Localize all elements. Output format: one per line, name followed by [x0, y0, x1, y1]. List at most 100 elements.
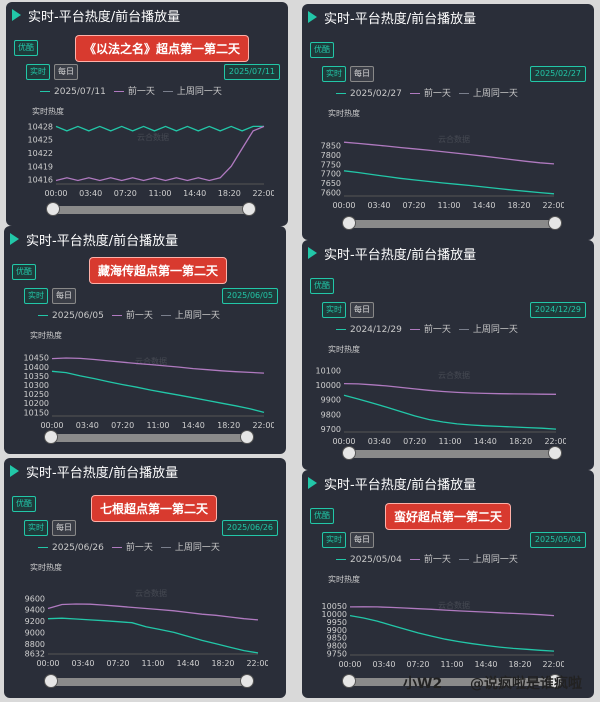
x-tick-label: 22:00: [544, 437, 566, 446]
y-tick-label: 7800: [321, 151, 341, 160]
scrollbar-right-handle[interactable]: [548, 446, 562, 460]
time-range-scrollbar[interactable]: [44, 430, 254, 444]
legend-current-label: 2025/02/27: [350, 89, 402, 99]
x-tick-label: 11:00: [438, 437, 461, 446]
legend-lastweek-swatch: [160, 315, 171, 316]
date-picker[interactable]: 2025/02/27: [529, 66, 586, 82]
time-range-scrollbar[interactable]: [342, 446, 562, 460]
legend-prev-label: 前一天: [423, 325, 451, 335]
date-picker[interactable]: 2025/07/11: [223, 64, 280, 80]
y-tick-label: 9400: [25, 606, 45, 615]
y-tick-label: 9900: [321, 396, 341, 405]
daily-tab[interactable]: 每日: [52, 520, 76, 536]
x-tick-label: 14:40: [182, 421, 205, 430]
daily-tab[interactable]: 每日: [350, 302, 374, 318]
scrollbar-right-handle[interactable]: [240, 674, 254, 688]
y-tick-label: 10450: [24, 354, 49, 363]
daily-tab[interactable]: 每日: [350, 532, 374, 548]
watermark-text: 云合数据: [438, 371, 470, 380]
x-tick-label: 18:20: [218, 189, 241, 198]
daily-tab[interactable]: 每日: [350, 66, 374, 82]
series-current-line: [55, 125, 264, 132]
legend-current-label: 2025/07/11: [54, 87, 106, 97]
legend-prev-swatch: [409, 329, 420, 330]
series-prev-line: [47, 603, 259, 621]
daily-tab[interactable]: 每日: [54, 64, 78, 80]
realtime-tab[interactable]: 实时: [24, 288, 48, 304]
panel-title: 实时-平台热度/前台播放量: [26, 466, 179, 481]
x-tick-label: 03:40: [71, 659, 94, 668]
series-current-line: [349, 614, 555, 652]
platform-youku-tag: 优酷: [310, 42, 334, 58]
legend-lastweek-label: 上周同一天: [472, 89, 518, 99]
series-current-line: [47, 617, 259, 654]
play-triangle-icon: [308, 247, 317, 259]
x-tick-label: 18:20: [507, 201, 530, 210]
watermark-text: 云合数据: [135, 357, 167, 366]
y-tick-label: 7650: [321, 179, 341, 188]
red-banner-label: 七根超点第一第二天: [92, 496, 217, 521]
x-tick-label: 14:40: [183, 189, 206, 198]
scrollbar-left-handle[interactable]: [342, 216, 356, 230]
legend-prev-label: 前一天: [127, 87, 155, 97]
time-range-scrollbar[interactable]: [342, 216, 562, 230]
scrollbar-left-handle[interactable]: [46, 202, 60, 216]
realtime-tab[interactable]: 实时: [24, 520, 48, 536]
date-picker[interactable]: 2025/06/26: [221, 520, 278, 536]
y-tick-label: 10250: [24, 390, 49, 399]
y-tick-label: 9850: [327, 634, 347, 643]
x-tick-label: 03:40: [76, 421, 99, 430]
x-tick-label: 07:20: [111, 421, 134, 430]
scrollbar-right-handle[interactable]: [240, 430, 254, 444]
scrollbar-left-handle[interactable]: [44, 430, 58, 444]
y-tick-label: 7700: [321, 170, 341, 179]
y-axis-title: 实时热度: [328, 575, 360, 584]
time-range-scrollbar[interactable]: [342, 674, 562, 688]
x-tick-label: 07:20: [403, 437, 426, 446]
scrollbar-left-handle[interactable]: [44, 674, 58, 688]
chart-legend: 2025/05/04 前一天 上周同一天: [328, 552, 518, 565]
scrollbar-right-handle[interactable]: [548, 216, 562, 230]
x-tick-label: 00:00: [332, 437, 355, 446]
date-picker[interactable]: 2024/12/29: [529, 302, 586, 318]
realtime-tab[interactable]: 实时: [322, 302, 346, 318]
daily-tab[interactable]: 每日: [52, 288, 76, 304]
x-tick-label: 18:20: [509, 437, 532, 446]
legend-lastweek-swatch: [160, 547, 171, 548]
x-tick-label: 11:00: [437, 201, 460, 210]
time-range-scrollbar[interactable]: [46, 202, 256, 216]
y-tick-label: 10416: [28, 176, 53, 185]
date-picker[interactable]: 2025/05/04: [529, 532, 586, 548]
platform-youku-tag: 优酷: [14, 40, 38, 56]
y-tick-label: 7850: [321, 142, 341, 151]
scrollbar-left-handle[interactable]: [342, 674, 356, 688]
legend-lastweek-swatch: [458, 329, 469, 330]
y-tick-label: 9700: [321, 425, 341, 434]
date-picker[interactable]: 2025/06/05: [221, 288, 278, 304]
series-current-line: [343, 170, 555, 195]
legend-lastweek-label: 上周同一天: [174, 311, 220, 321]
scrollbar-right-handle[interactable]: [548, 674, 562, 688]
x-tick-label: 18:20: [211, 659, 234, 668]
scrollbar-left-handle[interactable]: [342, 446, 356, 460]
realtime-tab[interactable]: 实时: [322, 532, 346, 548]
scrollbar-right-handle[interactable]: [242, 202, 256, 216]
legend-lastweek-swatch: [458, 559, 469, 560]
legend-lastweek-swatch: [458, 93, 469, 94]
x-tick-label: 00:00: [332, 201, 355, 210]
x-tick-label: 11:00: [141, 659, 164, 668]
platform-youku-tag: 优酷: [12, 264, 36, 280]
realtime-tab[interactable]: 实时: [322, 66, 346, 82]
y-axis-title: 实时热度: [328, 109, 360, 118]
realtime-tab[interactable]: 实时: [26, 64, 50, 80]
legend-lastweek-label: 上周同一天: [174, 543, 220, 553]
watermark-text: 云合数据: [137, 133, 169, 142]
x-tick-label: 22:00: [252, 189, 274, 198]
red-banner-label: 藏海传超点第一第二天: [90, 258, 227, 283]
chart-legend: 2025/06/26 前一天 上周同一天: [30, 540, 220, 553]
time-range-scrollbar[interactable]: [44, 674, 254, 688]
legend-prev-label: 前一天: [125, 543, 153, 553]
y-tick-label: 8632: [25, 649, 45, 658]
y-tick-label: 10419: [28, 162, 53, 171]
